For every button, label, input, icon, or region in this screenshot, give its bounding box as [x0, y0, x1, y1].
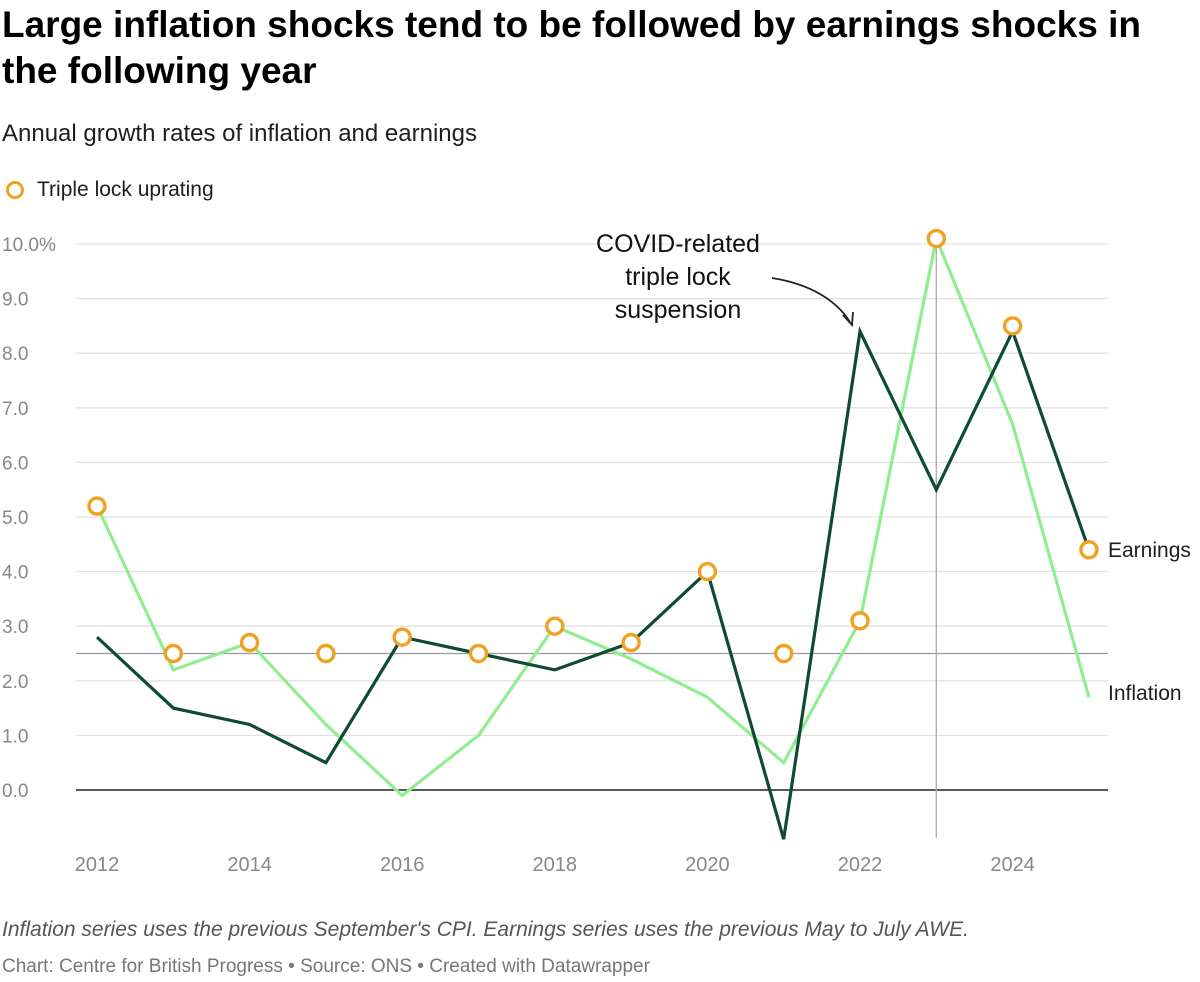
y-tick-label: 8.0	[2, 344, 28, 365]
earnings-series-line	[95, 325, 1091, 840]
y-tick-label: 9.0	[2, 290, 28, 311]
y-tick-label: 5.0	[2, 508, 28, 529]
triple-lock-marker	[87, 496, 107, 516]
triple-lock-marker	[697, 561, 718, 582]
annotation-arrowhead	[842, 311, 854, 328]
covid-annotation: COVID-related triple lock suspension	[596, 230, 854, 328]
annotation-arrow	[771, 277, 851, 323]
triple-lock-marker	[316, 643, 336, 664]
legend: Triple lock uprating	[6, 178, 214, 202]
reference-lines	[76, 238, 1108, 838]
y-tick-label: 0.0	[2, 781, 28, 802]
x-tick-label: 2012	[75, 854, 120, 876]
x-tick-label: 2022	[838, 854, 883, 876]
x-axis-ticks: 2012 2014 2016 2018 2020 2022 2024	[75, 854, 1035, 876]
chart-title: Large inflation shocks tend to be follow…	[2, 4, 1141, 91]
chart-credit: Chart: Centre for British Progress • Sou…	[2, 956, 650, 977]
x-tick-label: 2018	[533, 854, 578, 876]
y-axis-ticks: 10.0% 9.0 8.0 7.0 6.0 5.0 4.0 3.0 2.0 1.0 0.0	[2, 235, 56, 802]
legend-label: Triple lock uprating	[37, 178, 214, 201]
y-tick-label: 6.0	[2, 453, 28, 474]
triple-lock-marker	[850, 611, 870, 631]
x-tick-label: 2014	[227, 854, 272, 876]
y-tick-label: 10.0%	[2, 235, 56, 256]
triple-lock-marker	[545, 616, 565, 636]
triple-lock-marker	[926, 228, 946, 249]
triple-lock-marker	[468, 643, 489, 664]
series-lines	[95, 233, 1091, 840]
triple-lock-marker	[239, 632, 260, 653]
triple-lock-marker	[1002, 316, 1023, 336]
series-labels: Inflation Earnings	[1108, 539, 1191, 705]
legend-circle-icon	[6, 181, 24, 199]
series-label: Inflation	[1108, 682, 1182, 705]
triple-lock-marker	[621, 632, 641, 653]
x-tick-label: 2024	[990, 854, 1035, 876]
y-tick-label: 7.0	[2, 399, 28, 420]
series-label: Earnings	[1108, 539, 1191, 562]
x-tick-label: 2020	[685, 854, 730, 876]
y-tick-label: 2.0	[2, 672, 28, 693]
inflation-series-line	[95, 233, 1091, 798]
y-tick-label: 4.0	[2, 563, 28, 584]
annotation-text: COVID-related	[596, 230, 760, 258]
annotation-text: suspension	[615, 296, 741, 324]
chart-subtitle: Annual growth rates of inflation and ear…	[2, 120, 477, 147]
triple-lock-markers	[87, 228, 1099, 664]
triple-lock-marker	[1079, 540, 1099, 560]
y-tick-label: 3.0	[2, 617, 28, 638]
triple-lock-marker	[163, 643, 184, 664]
triple-lock-marker	[774, 643, 794, 664]
y-tick-label: 1.0	[2, 726, 28, 747]
triple-lock-marker	[392, 627, 412, 647]
chart-notes: Inflation series uses the previous Septe…	[2, 918, 969, 941]
gridlines	[76, 243, 1108, 791]
x-tick-label: 2016	[380, 854, 425, 876]
line-chart: 10.0% 9.0 8.0 7.0 6.0 5.0 4.0 3.0 2.0 1.0 0.0 2012…	[2, 228, 1191, 876]
annotation-text: triple lock	[625, 263, 731, 291]
